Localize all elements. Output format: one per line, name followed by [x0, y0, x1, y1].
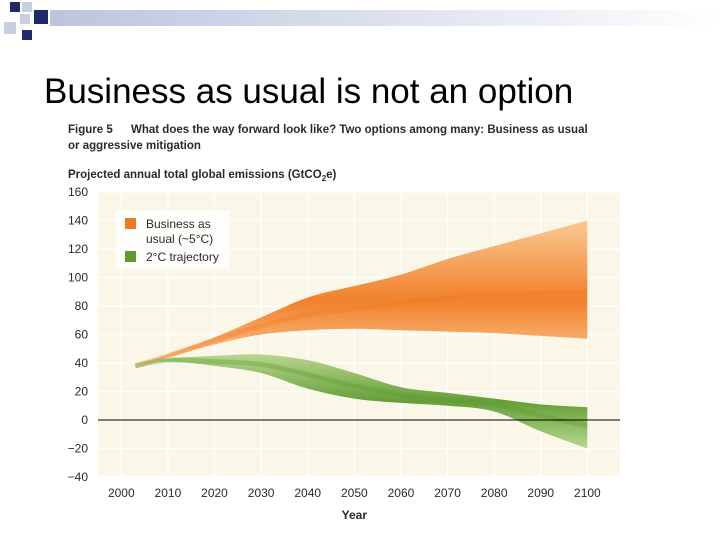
decor-square-light-3	[4, 22, 16, 34]
decor-square-dark-2	[34, 10, 48, 24]
x-tick-label: 2010	[155, 486, 182, 500]
decor-square-dark-3	[22, 30, 32, 40]
y-tick-label: 40	[75, 356, 89, 370]
y-tick-label: 140	[68, 214, 88, 228]
chart-legend: Business as usual (~5°C) 2°C trajectory	[116, 210, 230, 269]
y-tick-label: 120	[68, 242, 88, 256]
y-tick-label: 100	[68, 271, 88, 285]
y-axis-label-suffix: e)	[326, 169, 336, 181]
legend-label-2c: 2°C trajectory	[146, 250, 219, 264]
y-axis-label-subscript: 2	[322, 174, 327, 183]
x-axis-label: Year	[342, 508, 368, 522]
title-decoration	[0, 0, 720, 50]
legend-swatch-bau	[125, 218, 136, 229]
decor-square-light-2	[20, 14, 30, 24]
legend-label-bau-line2: usual (~5°C)	[146, 232, 213, 246]
y-axis-label: Projected annual total global emissions …	[68, 169, 337, 183]
deg2-band	[135, 354, 588, 449]
y-tick-label: −20	[68, 442, 89, 456]
x-tick-label: 2000	[108, 486, 135, 500]
x-tick-label: 2080	[481, 486, 508, 500]
slide-title: Business as usual is not an option	[44, 72, 574, 111]
y-tick-label: 80	[75, 299, 89, 313]
emission-bands	[134, 220, 588, 449]
y-tick-label: 0	[81, 413, 88, 427]
y-tick-label: 160	[68, 185, 88, 199]
x-tick-label: 2100	[574, 486, 601, 500]
y-tick-label: 20	[75, 385, 89, 399]
x-tick-label: 2070	[434, 486, 461, 500]
chart-title-line1: What does the way forward look like? Two…	[131, 124, 588, 136]
decor-gradient-bar	[50, 10, 720, 26]
y-tick-labels: −40 −20 0 20 40 60 80 100 120 140 160	[68, 185, 89, 484]
legend-label-bau-line1: Business as	[146, 217, 211, 231]
x-tick-label: 2060	[388, 486, 415, 500]
decor-square-light-1	[22, 2, 32, 12]
y-axis-label-prefix: Projected annual total global emissions …	[68, 169, 322, 181]
figure-label: Figure 5	[68, 124, 113, 136]
chart-title-line2: or aggressive mitigation	[68, 140, 201, 152]
x-tick-label: 2020	[201, 486, 228, 500]
legend-swatch-2c	[125, 251, 136, 262]
x-tick-label: 2090	[527, 486, 554, 500]
bau-band	[135, 220, 588, 366]
x-tick-labels: 2000 2010 2020 2030 2040 2050 2060 2070 2080 2090…	[108, 486, 601, 500]
x-tick-label: 2050	[341, 486, 368, 500]
y-tick-label: 60	[75, 328, 89, 342]
x-tick-label: 2030	[248, 486, 275, 500]
y-tick-label: −40	[68, 470, 89, 484]
decor-square-dark-1	[10, 2, 20, 12]
deg2-band-core	[134, 357, 588, 429]
bau-band-core	[134, 289, 588, 369]
x-tick-label: 2040	[294, 486, 321, 500]
